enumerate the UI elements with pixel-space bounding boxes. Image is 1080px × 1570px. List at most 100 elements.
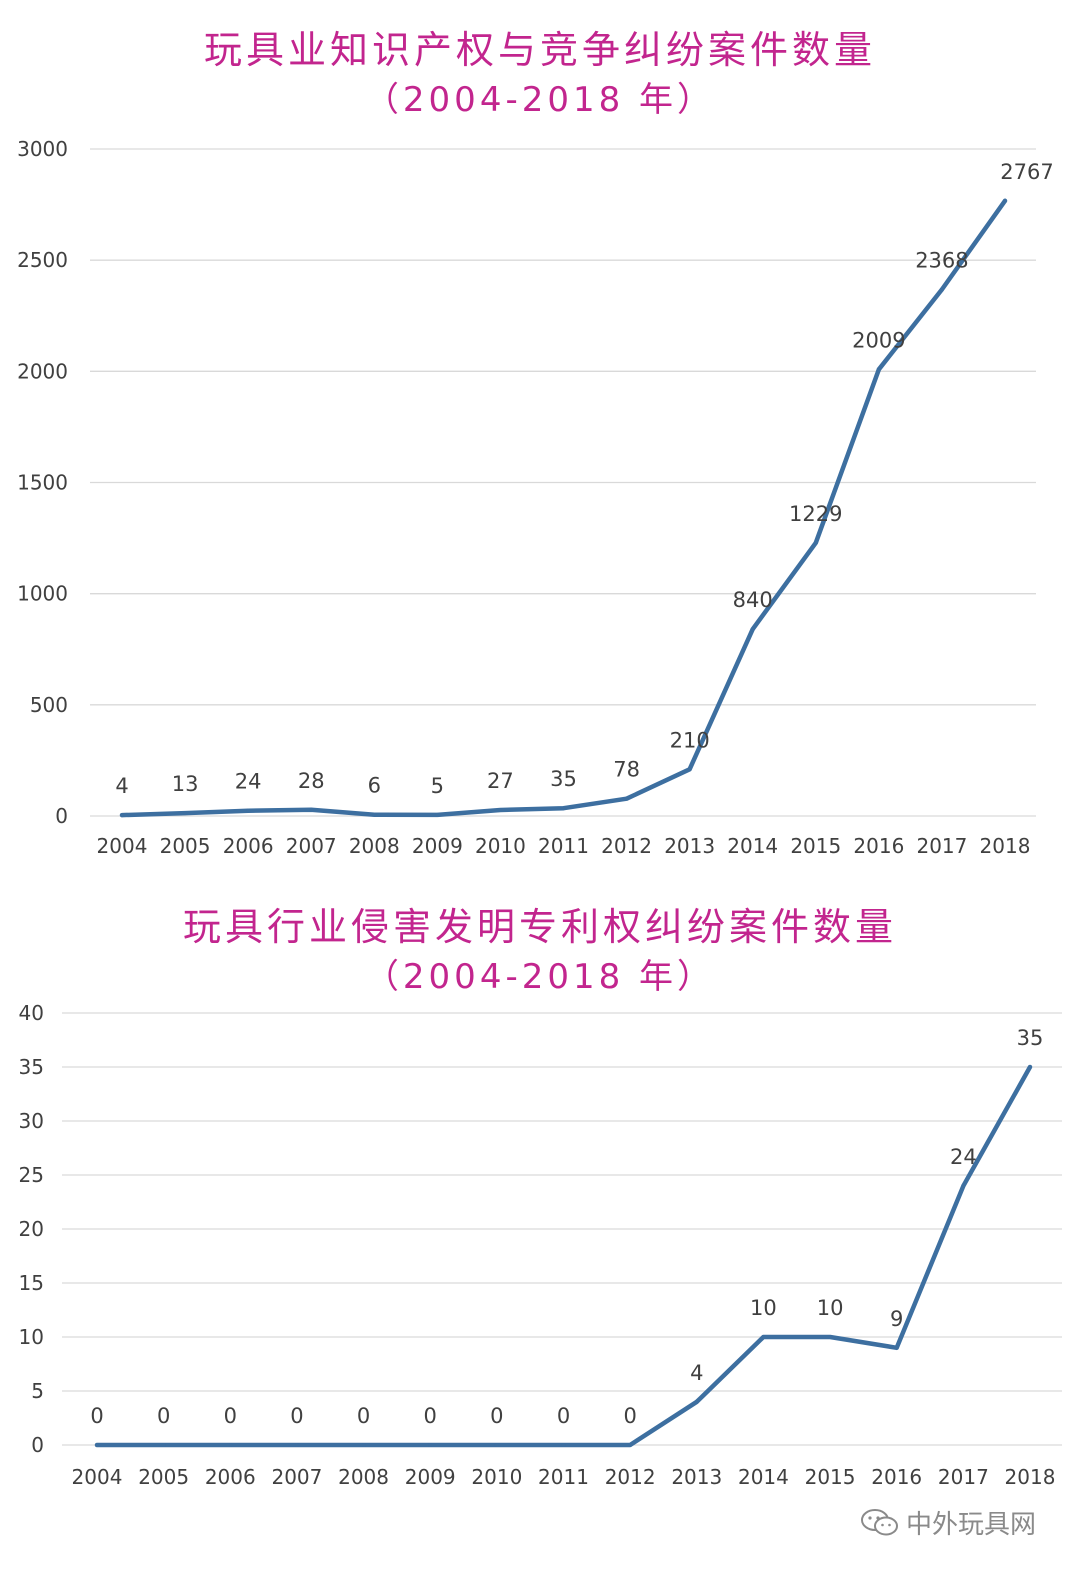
- chart2-data-point: [761, 1335, 766, 1339]
- chart1-data-point: [435, 812, 440, 817]
- chart2-data-point: [961, 1183, 966, 1188]
- chart1-data-point: [624, 796, 629, 801]
- chart2-series-line: [94, 1064, 1033, 1448]
- chart1-ytick-label: 1000: [17, 582, 68, 606]
- chart1-data-point: [309, 807, 314, 812]
- chart1-xtick-label: 2011: [538, 834, 589, 858]
- chart1-data-label: 2767: [1000, 160, 1053, 184]
- chart1-data-label: 24: [235, 770, 262, 794]
- chart1-xtick-label: 2005: [160, 834, 211, 858]
- chart2-ytick-label: 5: [31, 1379, 44, 1403]
- chart2-data-label: 0: [557, 1404, 570, 1428]
- chart1-title: 玩具业知识产权与竞争纠纷案件数量: [203, 28, 876, 72]
- chart2-data-point: [428, 1443, 433, 1447]
- chart2-data-label: 0: [357, 1404, 370, 1428]
- chart1-data-label: 1229: [789, 502, 842, 526]
- chart2-data-point: [628, 1443, 633, 1447]
- chart1-data-label: 78: [613, 758, 640, 782]
- chart2-data-label: 0: [90, 1404, 103, 1428]
- chart2-xtick-label: 2017: [938, 1465, 989, 1489]
- chart2-xtick-label: 2011: [538, 1465, 589, 1489]
- chart2-data-label: 0: [623, 1404, 636, 1428]
- chart1-data-label: 210: [670, 728, 710, 752]
- chart2-data-label: 4: [690, 1361, 703, 1385]
- chart1-data-point: [561, 806, 566, 811]
- chart1-data-point: [246, 808, 251, 813]
- chart2-data-point: [894, 1345, 899, 1350]
- chart1-data-label: 4: [115, 774, 128, 798]
- chart2-data-label: 10: [750, 1296, 777, 1320]
- chart2-data-label: 0: [424, 1404, 437, 1428]
- chart2-xtick-label: 2018: [1005, 1465, 1056, 1489]
- chart1-data-point: [1003, 198, 1007, 203]
- chart1-xtick-label: 2018: [980, 834, 1031, 858]
- chart2-xtick-label: 2014: [738, 1465, 789, 1489]
- chart1-xtick-label: 2004: [97, 834, 148, 858]
- chart1-data-label: 28: [298, 769, 325, 793]
- chart2-xtick-label: 2006: [205, 1465, 256, 1489]
- chart2-ytick-label: 0: [31, 1433, 44, 1457]
- chart2-xtick-label: 2008: [338, 1465, 389, 1489]
- chart2-data-point: [361, 1443, 366, 1447]
- chart1-ytick-label: 3000: [17, 137, 68, 161]
- chart2-subtitle: （2004-2018 年）: [364, 957, 716, 997]
- chart1-ytick-label: 2500: [17, 248, 68, 272]
- chart1-data-point: [687, 767, 692, 772]
- chart1-xtick-label: 2017: [916, 834, 967, 858]
- chart1-xtick-label: 2006: [223, 834, 274, 858]
- chart1-data-point: [372, 812, 377, 817]
- chart2-data-point: [561, 1443, 566, 1447]
- chart1-xtick-label: 2014: [727, 834, 778, 858]
- chart2-title-block: 玩具行业侵害发明专利权纠纷案件数量 （2004-2018 年）: [0, 905, 1080, 999]
- chart2-ytick-label: 20: [19, 1217, 44, 1241]
- chart2-data-label: 0: [490, 1404, 503, 1428]
- chart2-data-label: 0: [224, 1404, 237, 1428]
- chart1-ytick-label: 500: [30, 693, 68, 717]
- chart1-xtick-label: 2008: [349, 834, 400, 858]
- chart1-data-point: [120, 813, 124, 818]
- chart1-ytick-label: 2000: [17, 359, 68, 383]
- chart2-data-label: 0: [290, 1404, 303, 1428]
- chart1-data-point: [750, 627, 755, 632]
- chart1-ytick-label: 0: [55, 804, 68, 828]
- watermark-text: 中外玩具网: [906, 1509, 1037, 1540]
- chart2-data-point: [228, 1443, 233, 1447]
- chart2-ytick-label: 15: [19, 1271, 44, 1295]
- chart2-xtick-label: 2016: [871, 1465, 922, 1489]
- chart2-xtick-label: 2012: [605, 1465, 656, 1489]
- chart1-xtick-label: 2009: [412, 834, 463, 858]
- chart1-xtick-label: 2012: [601, 834, 652, 858]
- chart1-title-block: 玩具业知识产权与竞争纠纷案件数量 （2004-2018 年）: [0, 28, 1080, 122]
- chart2-data-point: [294, 1443, 299, 1447]
- chart2-xtick-label: 2013: [671, 1465, 722, 1489]
- chart2-xtick-label: 2005: [138, 1465, 189, 1489]
- chart2-data-label: 9: [890, 1307, 903, 1331]
- chart1-xtick-label: 2007: [286, 834, 337, 858]
- chart2-data-label: 10: [817, 1296, 844, 1320]
- wechat-icon: [861, 1509, 898, 1536]
- chart1-xtick-label: 2010: [475, 834, 526, 858]
- chart2-data-point: [161, 1443, 166, 1447]
- chart2-ytick-label: 30: [19, 1109, 44, 1133]
- chart2-data-label: 0: [157, 1404, 170, 1428]
- chart1-xtick-label: 2013: [664, 834, 715, 858]
- chart1-data-point: [876, 367, 881, 372]
- chart1-data-label: 2009: [852, 328, 905, 352]
- chart2-xtick-label: 2004: [72, 1465, 123, 1489]
- chart1-data-point: [939, 287, 944, 292]
- chart1-ytick-label: 1500: [17, 471, 68, 495]
- chart2-data-point: [1028, 1065, 1032, 1069]
- chart2-ytick-label: 10: [19, 1325, 44, 1349]
- chart2-xtick-label: 2010: [471, 1465, 522, 1489]
- chart1-data-label: 13: [172, 772, 199, 796]
- chart1-data-label: 35: [550, 767, 577, 791]
- chart1-xtick-label: 2015: [790, 834, 841, 858]
- chart2-data-label: 35: [1017, 1026, 1044, 1050]
- chart1-plot: 0 500 1000 1500 2000 2500 3000 2004 2005 2006 2007…: [17, 137, 1054, 858]
- chart1-data-point: [183, 811, 188, 816]
- chart2-ytick-label: 25: [19, 1163, 44, 1187]
- chart1-data-point: [498, 807, 503, 812]
- chart2-data-point: [694, 1399, 699, 1404]
- chart2-data-point: [828, 1335, 833, 1339]
